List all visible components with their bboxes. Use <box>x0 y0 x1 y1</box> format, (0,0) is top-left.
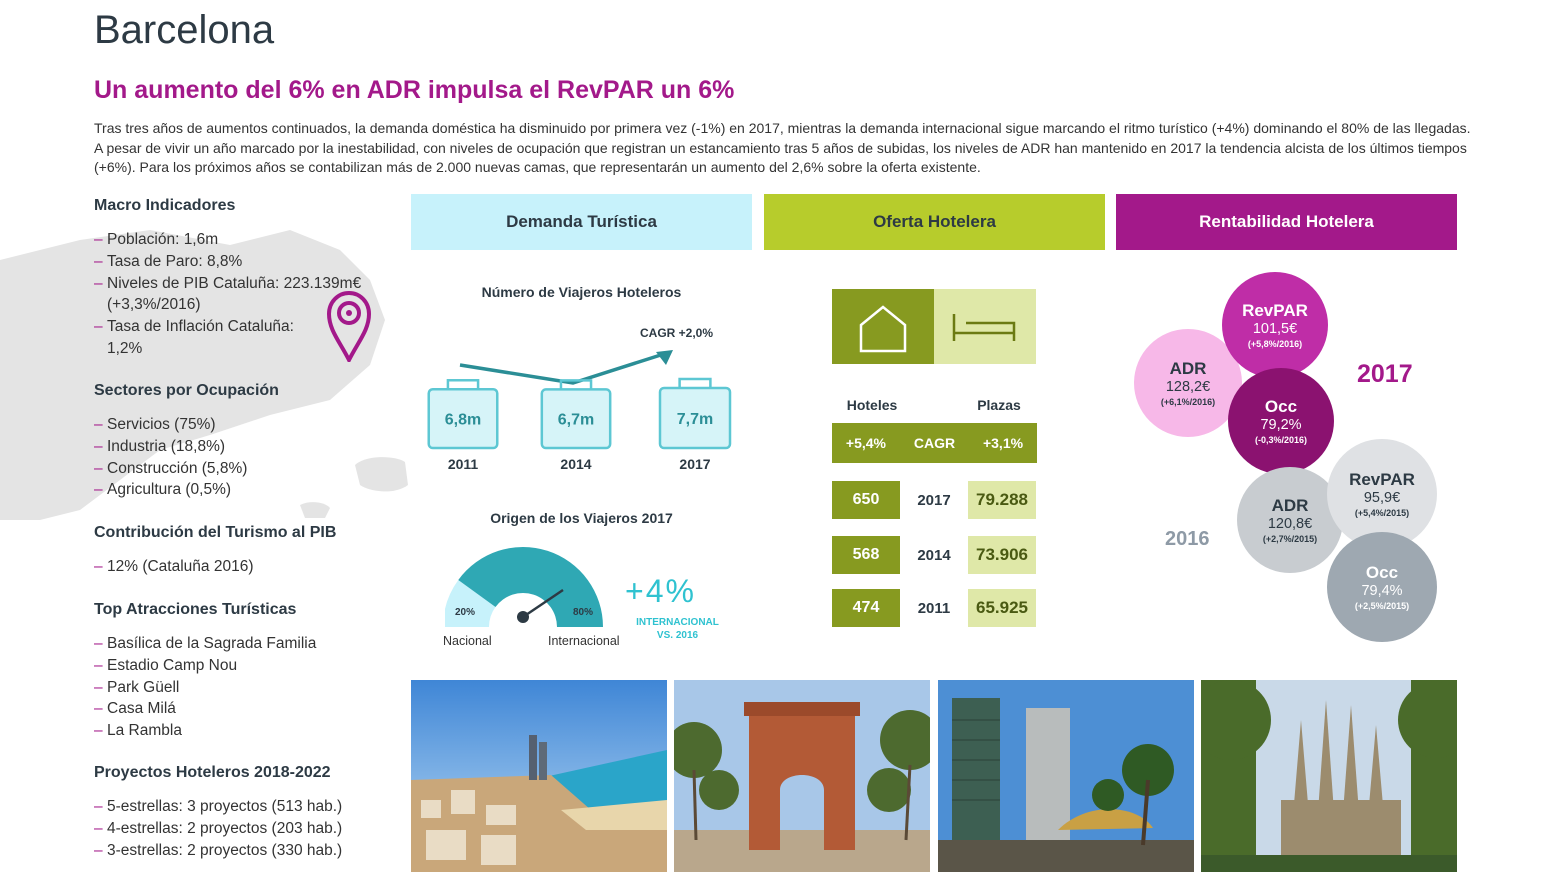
circle-adr-2016: ADR 120,8€ (+2,7%/2015) <box>1237 467 1343 573</box>
plazas-2011: 65.925 <box>968 589 1036 627</box>
trend-arrow-icon <box>459 350 673 385</box>
photo-hotel-towers <box>938 680 1194 872</box>
list-item: – Agricultura (0,5%) <box>94 481 232 499</box>
suitcase-2014: 6,7m 2014 <box>540 379 612 472</box>
bed-icon <box>952 314 1016 341</box>
suitcase-2017: 7,7m 2017 <box>658 377 732 472</box>
col-plazas: Plazas <box>977 397 1021 413</box>
page-title: Barcelona <box>94 8 275 52</box>
list-item: – Población: 1,6m <box>94 231 219 248</box>
cagr-plazas: +3,1% <box>982 435 1024 451</box>
circle-adr-2017: ADR 128,2€ (+6,1%/2016) <box>1134 329 1242 437</box>
list-item: – Basílica de la Sagrada Familia <box>94 635 317 652</box>
gauge-nacional-segment <box>445 579 496 627</box>
list-item: – Estadio Camp Nou <box>94 656 238 674</box>
suitcase-body <box>427 388 499 450</box>
col-hoteles: Hoteles <box>846 397 898 413</box>
list-item: – Servicios (75%) <box>94 416 216 433</box>
demanda-header: Demanda Turística <box>411 194 752 250</box>
suitcase-body <box>540 388 612 450</box>
internacional-pct: 80% <box>573 607 594 618</box>
proyectos-list: –5-estrellas: 3 proyectos (513 hab.) –4-… <box>94 796 394 861</box>
hoteles-2017: 650 <box>832 481 900 519</box>
hoteles-2014: 568 <box>832 536 900 574</box>
year-2017-label: 2017 <box>1357 360 1413 388</box>
cagr-row: +5,4% CAGR +3,1% <box>832 423 1037 463</box>
suitcase-value: 6,7m <box>558 412 594 429</box>
gauge-internacional-segment <box>458 547 603 627</box>
list-item: – Park Güell <box>94 678 180 696</box>
list-item: – Tasa de Paro: 8,8% <box>94 252 243 270</box>
growth-caption: INTERNACIONAL VS. 2016 <box>636 617 719 641</box>
list-item: – Tasa de Inflación Cataluña: 1,2% <box>94 318 294 357</box>
photo-arc-de-triomf <box>674 680 930 872</box>
suitcase-year: 2017 <box>679 456 710 472</box>
macro-list: – Población: 1,6m – Tasa de Paro: 8,8% – Ni… <box>94 229 384 360</box>
suitcase-value: 6,8m <box>445 412 481 429</box>
list-item: – Casa Milá <box>94 700 176 718</box>
nacional-label: Nacional <box>443 634 492 648</box>
year-2017: 2017 <box>917 491 951 509</box>
list-item: –12% (Cataluña 2016) <box>94 558 254 575</box>
list-item: – Industria (18,8%) <box>94 437 226 455</box>
list-item: –4-estrellas: 2 proyectos (203 hab.) <box>94 819 343 837</box>
list-item: – Construcción (5,8%) <box>94 459 248 477</box>
plazas-2017: 79.288 <box>968 481 1036 519</box>
hotel-icon-box <box>832 289 934 364</box>
internacional-label: Internacional <box>548 634 620 648</box>
sectores-title: Sectores por Ocupación <box>94 382 279 399</box>
atracciones-title: Top Atracciones Turísticas <box>94 601 297 618</box>
atracciones-list: – Basílica de la Sagrada Familia – Estadio… <box>94 633 384 742</box>
cagr-label: CAGR +2,0% <box>640 326 714 340</box>
list-item: –5-estrellas: 3 proyectos (513 hab.) <box>94 798 343 815</box>
suitcase-2011: 6,8m 2011 <box>427 379 499 472</box>
rentabilidad-header: Rentabilidad Hotelera <box>1116 194 1457 250</box>
photo-beach-skyline <box>411 680 667 872</box>
list-item: – La Rambla <box>94 722 182 740</box>
circle-occ-2016: Occ 79,4% (+2,5%/2015) <box>1327 532 1437 642</box>
gauge-needle <box>522 588 564 619</box>
oferta-header: Oferta Hotelera <box>764 194 1105 250</box>
cagr-label: CAGR <box>913 435 956 451</box>
circle-occ-2017: Occ 79,2% (-0,3%/2016) <box>1228 368 1334 474</box>
suitcase-body <box>658 386 732 450</box>
viajeros-title: Número de Viajeros Hoteleros <box>481 284 682 300</box>
location-pin-icon <box>326 290 372 362</box>
suitcase-year: 2014 <box>560 456 591 472</box>
circle-revpar-2017: RevPAR 101,5€ (+5,8%/2016) <box>1222 272 1328 378</box>
proyectos-title: Proyectos Hoteleros 2018-2022 <box>94 764 331 781</box>
photo-sagrada-familia <box>1201 680 1457 872</box>
plazas-2014: 73.906 <box>968 536 1036 574</box>
sectores-list: – Servicios (75%) – Industria (18,8%) – Con… <box>94 414 384 501</box>
list-item: – Niveles de PIB Cataluña: 223.139m€ (+3,3… <box>94 274 362 314</box>
catalonia-map-graphic <box>0 230 408 520</box>
hoteles-2011: 474 <box>832 589 900 627</box>
intro-paragraph: Tras tres años de aumentos continuados, … <box>94 120 1471 175</box>
macro-title: Macro Indicadores <box>94 197 236 214</box>
growth-value: +4% <box>625 573 696 609</box>
list-item: –3-estrellas: 2 proyectos (330 hab.) <box>94 841 343 859</box>
year-2016-label: 2016 <box>1165 528 1210 550</box>
house-icon <box>859 305 907 353</box>
contribucion-list: –12% (Cataluña 2016) <box>94 556 384 578</box>
nacional-pct: 20% <box>455 607 476 618</box>
year-2011: 2011 <box>917 599 951 617</box>
origen-gauge <box>445 547 603 627</box>
gauge-hub <box>517 611 529 623</box>
circle-revpar-2016: RevPAR 95,9€ (+5,4%/2015) <box>1327 439 1437 549</box>
cagr-hoteles: +5,4% <box>845 435 887 451</box>
bed-icon-box <box>934 289 1036 364</box>
contribucion-title: Contribución del Turismo al PIB <box>94 524 337 541</box>
suitcase-year: 2011 <box>448 456 479 472</box>
headline: Un aumento del 6% en ADR impulsa el RevP… <box>94 76 735 104</box>
viajeros-chart: 6,8m 2011 6,7m 2014 7,7m 2017 <box>427 377 732 472</box>
origen-title: Origen de los Viajeros 2017 <box>490 510 673 526</box>
year-2014: 2014 <box>917 546 951 564</box>
suitcase-value: 7,7m <box>677 411 713 428</box>
